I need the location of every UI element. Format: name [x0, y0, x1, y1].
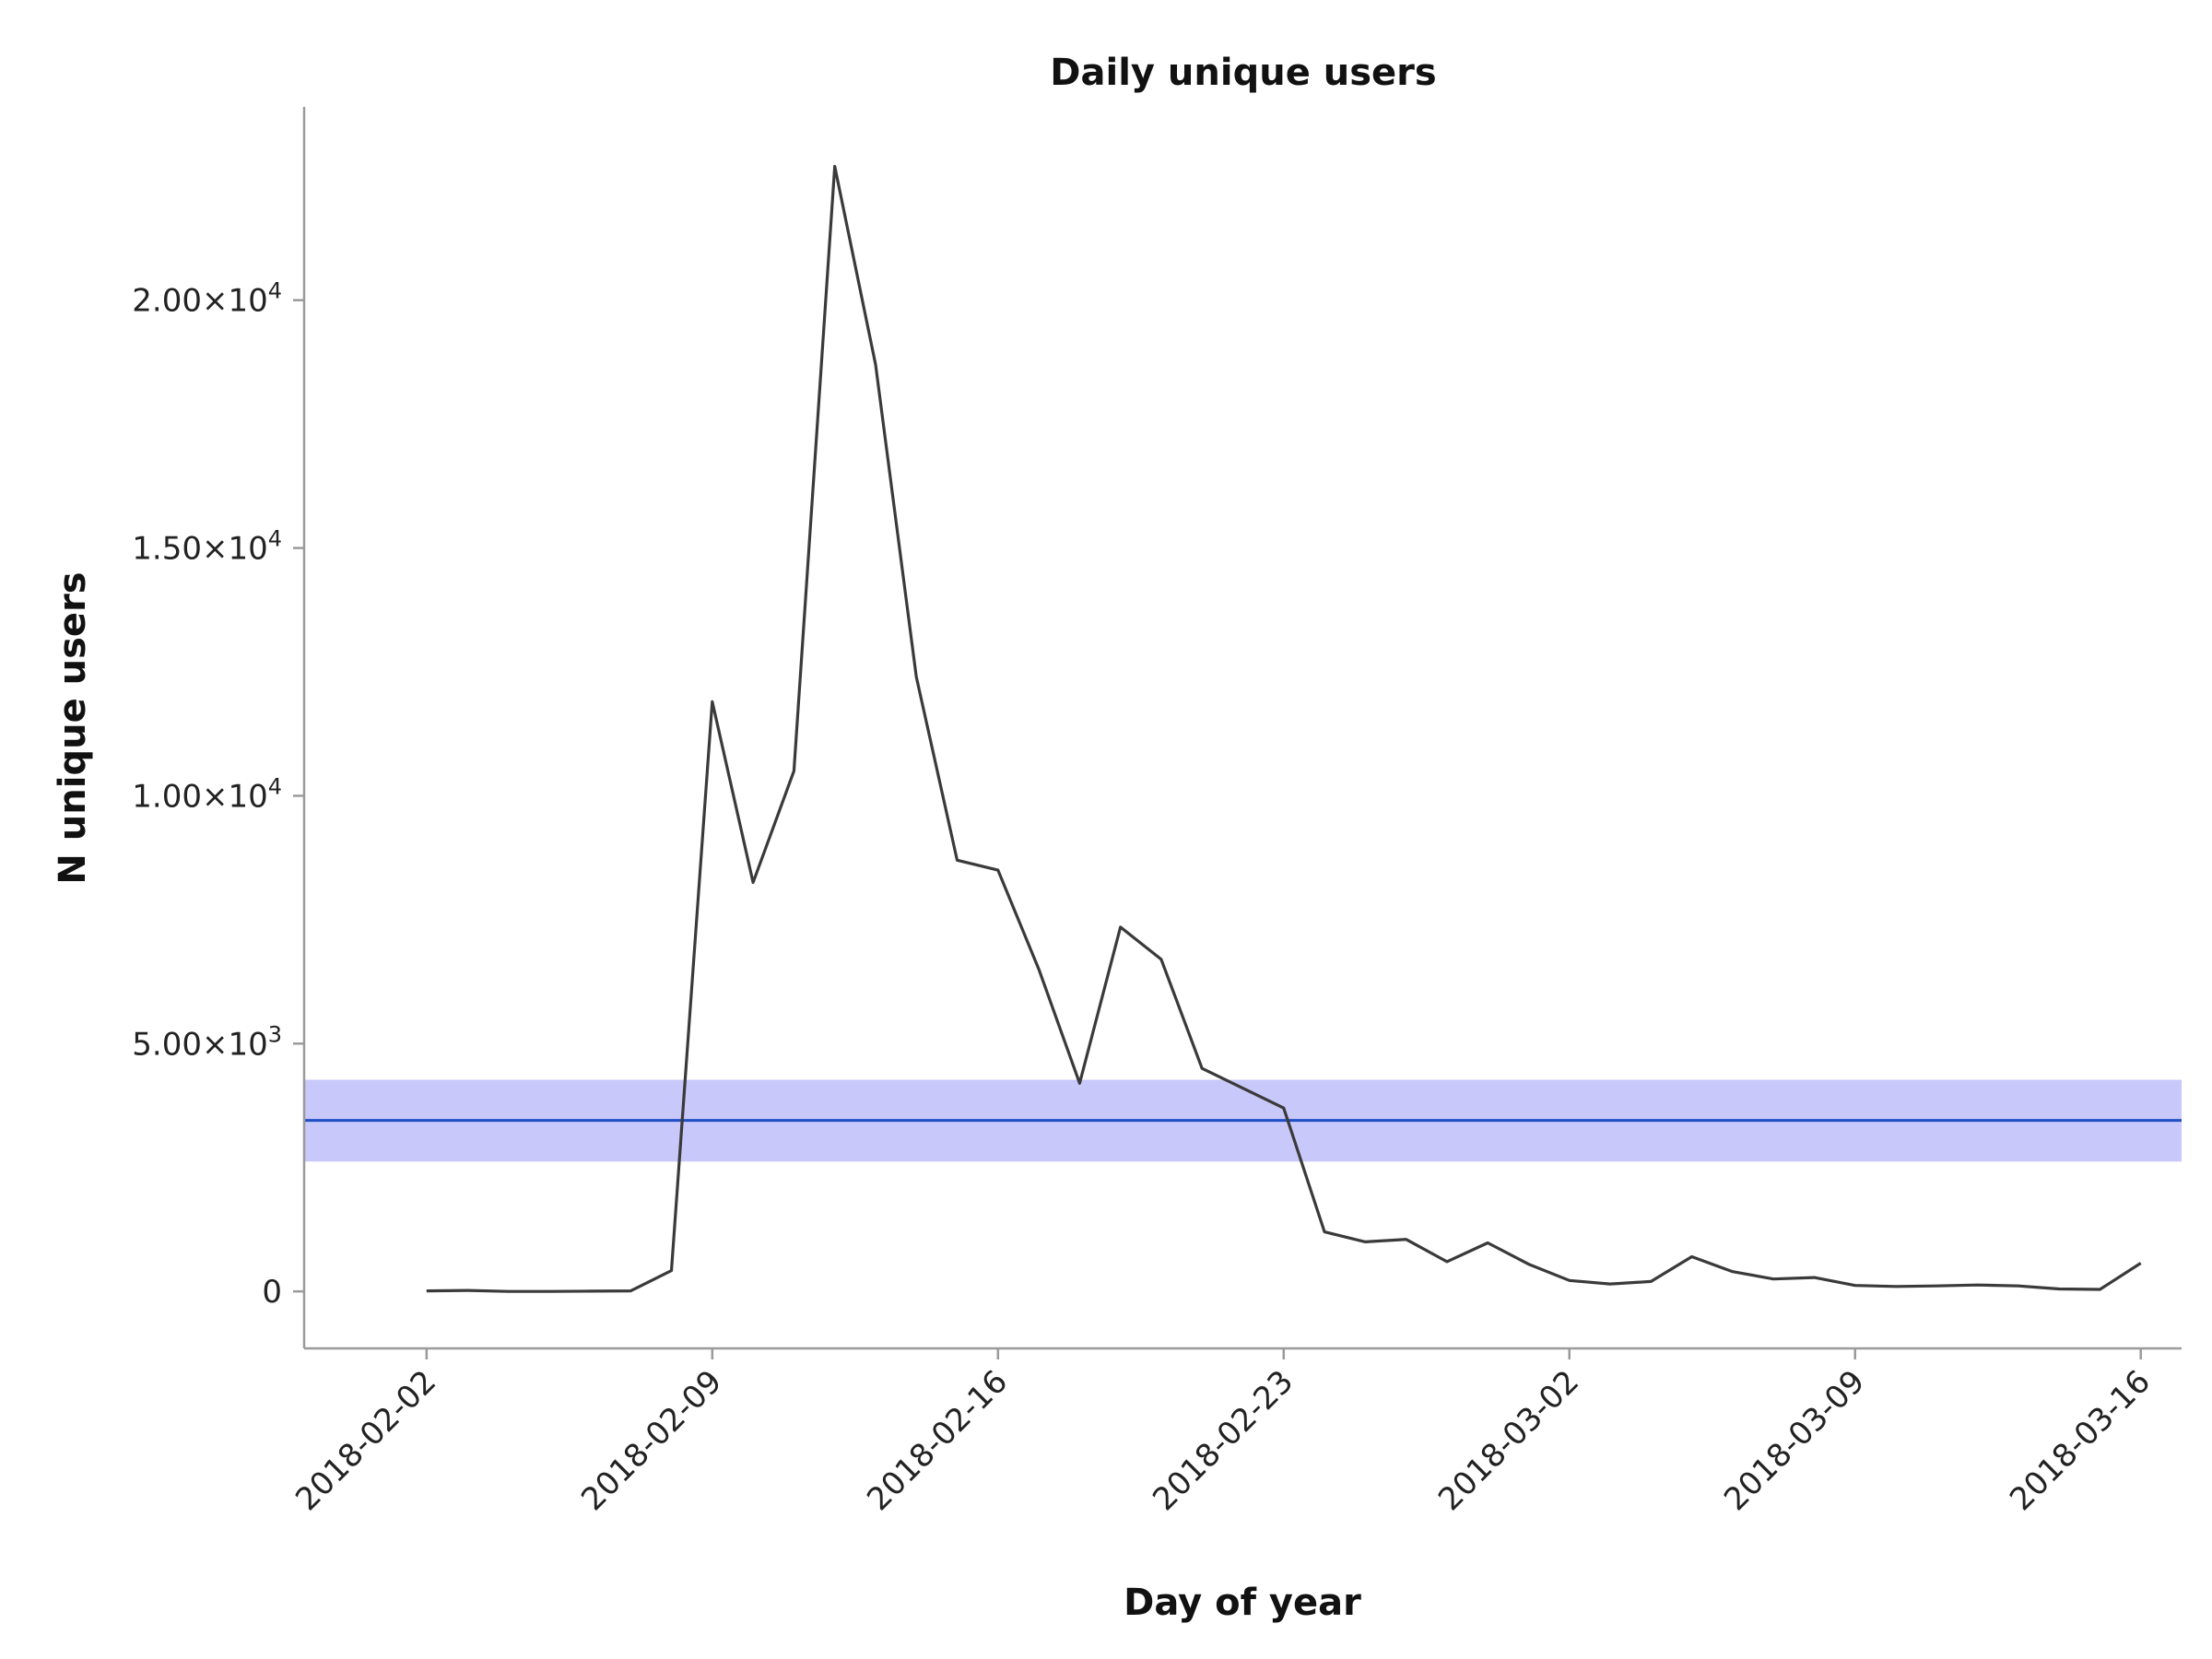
x-tick-label: 2018-03-09: [1717, 1363, 1872, 1518]
x-tick-label: 2018-02-16: [860, 1363, 1015, 1518]
y-tick-label: 1.50×104: [132, 526, 282, 568]
x-tick-label: 2018-03-02: [1431, 1363, 1586, 1518]
axes: [302, 107, 2182, 1350]
chart-title: Daily unique users: [1050, 52, 1436, 94]
x-ticks: 2018-02-02 2018-02-09 2018-02-16 2018-02-23…: [288, 1348, 2158, 1518]
x-tick-label: 2018-02-09: [574, 1363, 729, 1518]
y-tick-label: 0: [262, 1274, 282, 1311]
x-tick-label: 2018-03-16: [2003, 1363, 2158, 1518]
y-axis-label: N unique users: [52, 571, 94, 884]
x-tick-label: 2018-02-23: [1146, 1363, 1300, 1518]
plot-area: [304, 164, 2182, 1293]
y-ticks: 0 5.00×103 1.00×104 1.50×104 2.00×104: [132, 278, 304, 1311]
series-line: [426, 164, 2142, 1293]
y-tick-label: 2.00×104: [132, 278, 282, 320]
y-tick-label: 5.00×103: [132, 1021, 282, 1063]
x-axis-label: Day of year: [1124, 1582, 1361, 1624]
y-tick-label: 1.00×104: [132, 773, 282, 815]
x-tick-label: 2018-02-02: [288, 1363, 443, 1518]
